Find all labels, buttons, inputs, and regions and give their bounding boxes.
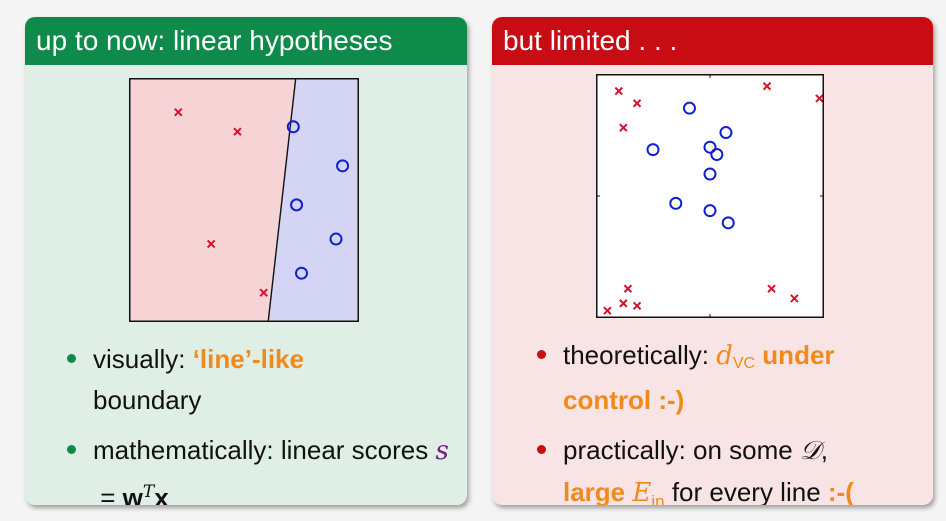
math-vc: VC	[732, 355, 756, 372]
bullet-visually: visually: ‘line’-like boundary	[66, 339, 456, 421]
math-w: w	[122, 482, 143, 505]
data-point-cross	[259, 288, 268, 297]
bullet-highlight: under control :-)	[563, 340, 835, 415]
bullet-highlight: ‘line’-like	[192, 344, 304, 374]
bullet-dot	[67, 354, 76, 363]
data-point-circle	[721, 216, 735, 230]
bullet-text: mathematically: linear scores	[93, 435, 436, 465]
math-D: 𝒟	[799, 436, 821, 466]
bullet-dot	[67, 445, 76, 454]
bullet-theoretically: theoretically: dVC under control :-)	[536, 335, 926, 421]
data-point-circle	[290, 198, 304, 212]
plot-background	[596, 74, 824, 318]
plot-frame	[129, 78, 359, 322]
data-point-cross	[632, 99, 642, 108]
bullet-text: for every line	[664, 477, 828, 505]
data-point-cross	[790, 294, 799, 303]
data-point-cross	[619, 123, 628, 132]
bullet-text: boundary	[93, 385, 202, 415]
data-point-circle	[646, 143, 660, 157]
linear-boundary-line	[267, 78, 297, 322]
left-panel-title: up to now: linear hypotheses	[25, 17, 467, 65]
data-point-cross	[174, 107, 183, 117]
data-point-circle	[703, 167, 717, 181]
left-panel: up to now: linear hypotheses visually: ‘…	[25, 17, 467, 505]
data-point-cross	[632, 301, 642, 311]
data-point-circle	[703, 204, 717, 218]
right-bullet-list: theoretically: dVC under control :-) pra…	[536, 335, 926, 505]
blue-region-shape	[268, 78, 359, 322]
math-d: d	[716, 341, 733, 371]
data-point-circle	[336, 159, 350, 173]
data-point-cross	[206, 239, 216, 249]
math-in: in	[651, 492, 665, 505]
bullet-dot	[537, 445, 546, 454]
right-panel-title: but limited . . .	[492, 17, 933, 65]
math-x: x	[154, 482, 169, 505]
right-panel: but limited . . . theoretically: dVC und…	[492, 17, 933, 505]
data-point-circle	[719, 126, 733, 140]
left-bullet-list: visually: ‘line’-like boundary mathemati…	[66, 339, 456, 505]
bullet-dot	[537, 350, 546, 359]
math-E: E	[632, 478, 652, 505]
math-transpose: T	[142, 482, 155, 502]
data-point-circle	[286, 120, 300, 134]
math-s: s	[435, 436, 449, 466]
red-region-shape	[129, 78, 296, 322]
data-point-circle	[669, 196, 683, 210]
math-equals: =	[93, 482, 123, 505]
bullet-mathematically: mathematically: linear scores s = wTx	[66, 430, 456, 505]
data-point-circle	[710, 148, 724, 162]
data-point-cross	[815, 94, 824, 103]
bullet-highlight: large	[563, 477, 633, 505]
data-point-circle	[295, 266, 308, 280]
data-point-cross	[233, 127, 242, 136]
bullet-text: theoretically:	[563, 340, 717, 370]
data-point-cross	[767, 284, 776, 293]
bullet-highlight: :-(	[827, 477, 854, 505]
data-point-cross	[762, 81, 772, 91]
data-point-circle	[329, 232, 343, 246]
nonlinear-data-plot	[596, 74, 824, 318]
bullet-text: practically: on some	[563, 435, 800, 465]
data-point-circle	[703, 140, 717, 154]
bullet-practically: practically: on some 𝒟, large Ein for ev…	[536, 430, 926, 505]
data-point-cross	[623, 284, 633, 293]
data-point-cross	[619, 299, 628, 308]
data-point-circle	[682, 101, 696, 115]
data-point-cross	[614, 86, 624, 96]
linear-boundary-plot	[129, 78, 359, 322]
bullet-text: ,	[820, 435, 828, 465]
data-point-cross	[603, 306, 612, 315]
bullet-text: visually:	[93, 344, 193, 374]
